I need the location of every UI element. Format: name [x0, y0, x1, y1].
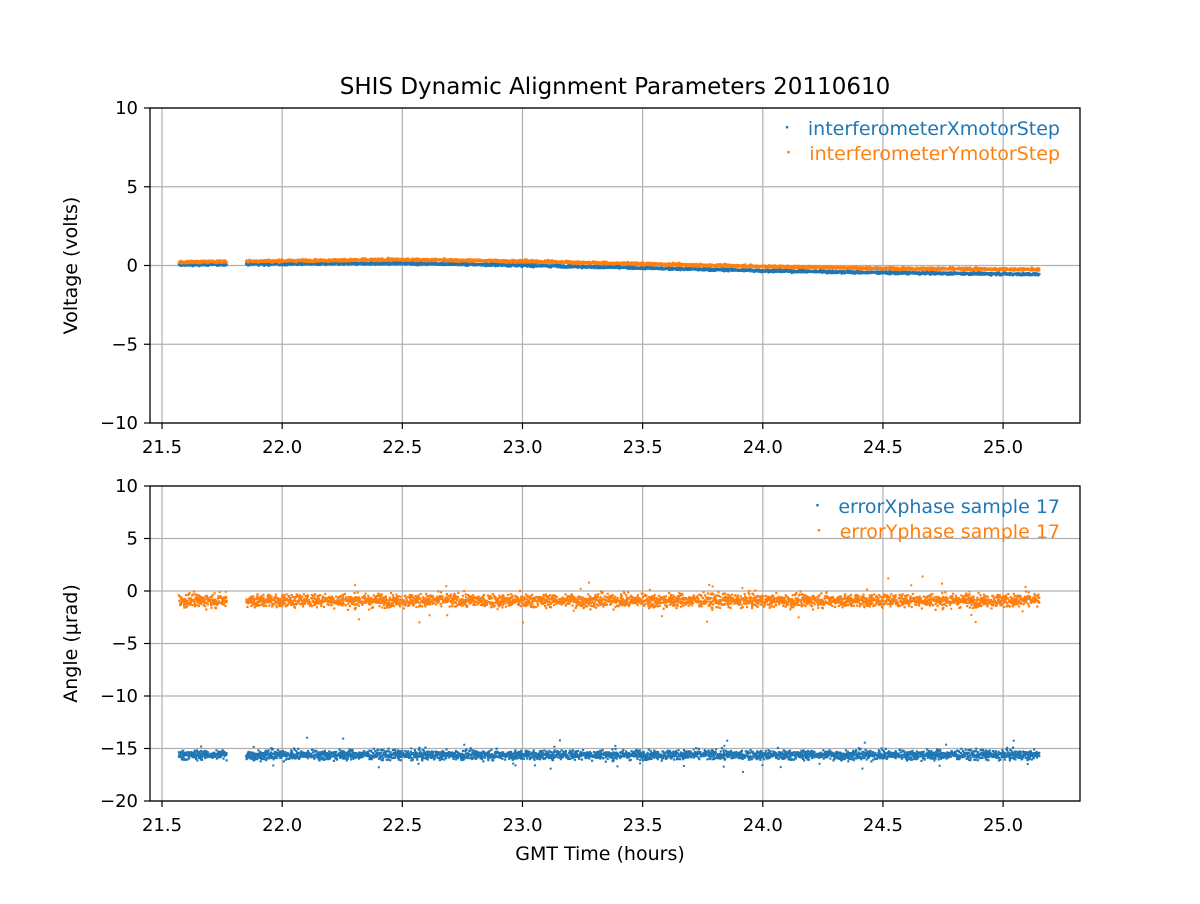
chart-title: SHIS Dynamic Alignment Parameters 201106…: [340, 74, 891, 100]
data-point: [226, 261, 228, 263]
data-point: [1038, 273, 1040, 275]
